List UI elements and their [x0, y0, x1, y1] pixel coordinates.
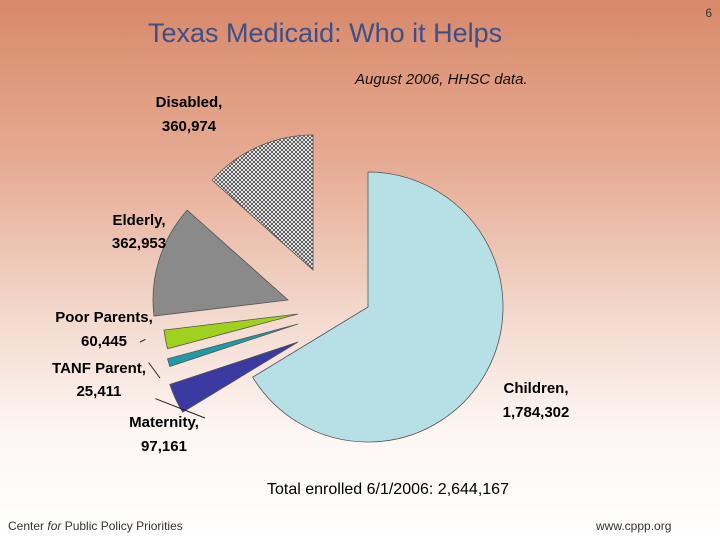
pie-slice-tanf [167, 323, 299, 367]
footer-org-pre: Center [8, 519, 48, 533]
slice-label-tanf-value: 25,411 [76, 383, 121, 400]
pie-slice-elderly [152, 209, 289, 317]
footer-website: www.cppp.org [596, 519, 672, 533]
slice-label-maternity-value: 97,161 [141, 438, 187, 455]
slice-label-elderly-value: 362,953 [112, 235, 166, 252]
slice-label-poor-parents-name: Poor Parents, [55, 309, 153, 326]
footer-org-em: for [47, 519, 62, 533]
slice-label-elderly-name: Elderly, [112, 212, 165, 229]
slide-number: 6 [705, 6, 712, 20]
leader-line-poor-parents [139, 339, 146, 343]
slice-label-tanf-name: TANF Parent, [52, 360, 146, 377]
total-enrolled-note: Total enrolled 6/1/2006: 2,644,167 [267, 481, 509, 498]
slice-label-children-name: Children, [503, 380, 568, 397]
slice-label-maternity-name: Maternity, [129, 414, 199, 431]
page-title: Texas Medicaid: Who it Helps [148, 18, 503, 48]
chart-subtitle: August 2006, HHSC data. [355, 71, 528, 88]
slice-label-disabled-value: 360,974 [162, 118, 217, 135]
leader-line-maternity [155, 398, 206, 419]
leader-line-tanf [148, 362, 161, 379]
slice-label-children-value: 1,784,302 [503, 404, 570, 421]
slice-label-disabled-name: Disabled, [156, 94, 223, 111]
slice-label-poor-parents-value: 60,445 [81, 333, 127, 350]
pie-slice-maternity [169, 341, 299, 413]
pie-slice-disabled [211, 134, 314, 271]
pie-slice-poor-parents [163, 313, 299, 350]
pie-slice-children [252, 171, 504, 443]
footer-organization: Center for Public Policy Priorities [8, 519, 183, 533]
footer-org-post: Public Policy Priorities [61, 519, 183, 533]
